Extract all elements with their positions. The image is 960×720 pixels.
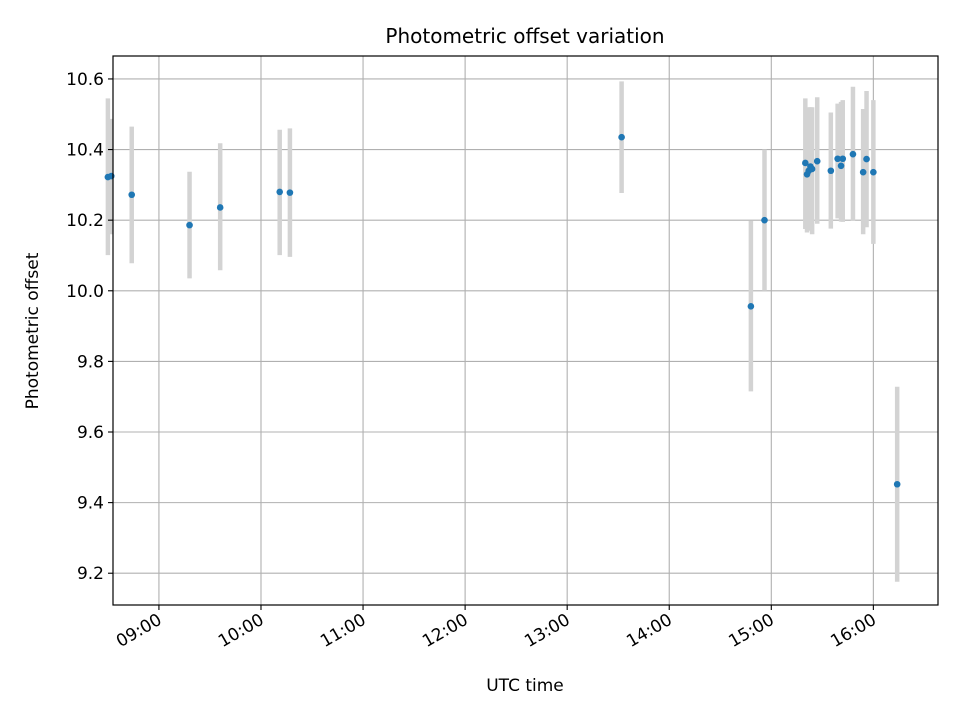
y-tick-label: 10.6 xyxy=(66,70,104,90)
data-point xyxy=(276,188,284,196)
data-point xyxy=(859,168,867,176)
y-tick-label: 10.2 xyxy=(66,211,104,231)
data-point xyxy=(618,133,625,141)
data-points xyxy=(104,133,901,488)
data-point xyxy=(893,480,901,488)
data-point xyxy=(761,216,768,224)
data-point xyxy=(827,167,835,175)
data-point xyxy=(128,191,136,199)
data-point xyxy=(186,221,193,229)
chart-title: Photometric offset variation xyxy=(385,24,664,48)
y-tick-label: 10.4 xyxy=(66,141,104,161)
x-axis-label: UTC time xyxy=(486,676,564,696)
data-point xyxy=(107,172,115,180)
y-axis: 9.2 9.4 9.6 9.8 10.0 10.2 10.4 10.6 xyxy=(66,70,113,584)
y-axis-label: Photometric offset xyxy=(23,252,43,409)
plot-frame xyxy=(112,55,939,606)
data-point xyxy=(286,189,294,196)
y-tick-label: 9.8 xyxy=(77,352,104,372)
data-point xyxy=(834,155,841,163)
data-point xyxy=(802,159,809,167)
data-point xyxy=(216,204,224,211)
y-tick-label: 10.0 xyxy=(66,282,104,302)
data-point xyxy=(839,155,847,163)
data-point xyxy=(808,165,816,173)
data-point xyxy=(747,303,755,310)
data-point xyxy=(837,162,845,170)
data-point xyxy=(849,150,857,158)
data-point xyxy=(863,155,870,163)
data-point xyxy=(870,168,877,176)
y-tick-label: 9.2 xyxy=(77,564,104,584)
y-tick-label: 9.6 xyxy=(77,423,104,443)
data-point xyxy=(813,157,821,165)
y-tick-label: 9.4 xyxy=(77,494,104,514)
